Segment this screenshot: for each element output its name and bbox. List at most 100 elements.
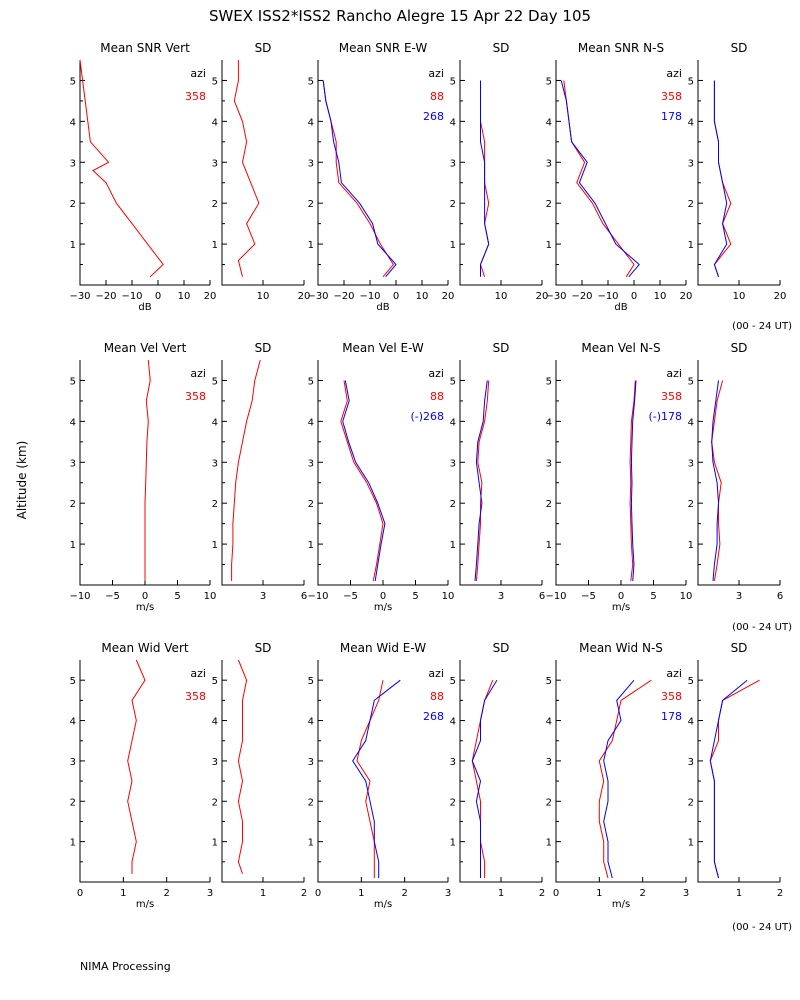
y-tick-label: 1 [70,838,76,849]
x-tick-label: −20 [333,291,354,302]
x-tick-label: 6 [539,591,545,602]
panel-axes [221,360,304,586]
y-tick-label: 1 [688,540,694,551]
y-tick-label: 5 [70,676,76,687]
panel-title: Mean Wid Vert [101,641,188,655]
y-tick-label: 3 [308,158,314,169]
azi-entry-358: 358 [661,390,682,403]
y-tick-label: 5 [450,76,456,87]
panel-title: Mean Wid E-W [340,641,426,655]
y-tick-label: 3 [546,158,552,169]
x-tick-label: 0 [380,591,386,602]
series-line-red [79,59,164,278]
azi-entry-358: 358 [185,390,206,403]
y-tick-label: 2 [308,199,314,210]
y-tick-label: 5 [450,376,456,387]
panel-axes [459,660,542,883]
panel-title: Mean SNR E-W [339,41,428,55]
y-tick-label: 2 [688,797,694,808]
y-tick-label: 3 [308,458,314,469]
panel-title: SD [731,41,748,55]
y-tick-label: 3 [546,458,552,469]
x-axis-label: m/s [136,899,154,910]
series-line-red [340,380,384,581]
panel-7: SD 1 2 3 4 5 3 6 [212,341,308,602]
azi-entry-358: 358 [661,90,682,103]
x-tick-label: 0 [553,888,559,899]
y-tick-label: 2 [546,797,552,808]
y-tick-label: 4 [450,117,456,128]
y-tick-label: 1 [450,240,456,251]
panel-10: Mean Vel N-S 1 2 3 4 5 −10 −5 0 5 10 m/s azi 358 (-)17… [545,341,692,613]
y-tick-label: 1 [546,838,552,849]
series-line-red [713,80,732,277]
series-line-red [598,679,652,879]
y-tick-label: 4 [212,717,218,728]
x-tick-label: −20 [571,291,592,302]
azi-entry-88: 88 [430,90,444,103]
x-tick-label: −30 [307,291,328,302]
y-tick-label: 1 [308,838,314,849]
x-tick-label: −30 [545,291,566,302]
panel-title: SD [255,341,272,355]
y-tick-label: 4 [450,417,456,428]
y-tick-label: 3 [70,458,76,469]
panel-axes [221,60,304,286]
time-range-note: (00 - 24 UT) [732,321,792,332]
panel-17: SD 1 2 3 4 5 1 2 (00 - 24 UT) [688,641,792,933]
x-tick-label: −5 [581,591,596,602]
panel-0: Mean SNR Vert 1 2 3 4 5 −30 −20 −10 0 10 20 dB azi 358 [69,41,216,313]
series-line-red [322,80,395,278]
panel-axes [221,660,304,883]
y-tick-label: 4 [450,717,456,728]
y-tick-label: 4 [688,117,694,128]
x-tick-label: −10 [307,591,328,602]
x-tick-label: 10 [654,291,667,302]
y-tick-label: 2 [70,199,76,210]
y-tick-label: 5 [212,76,218,87]
x-tick-label: −30 [69,291,90,302]
x-axis-label: m/s [136,602,154,613]
x-tick-label: 0 [618,591,624,602]
y-tick-label: 5 [688,76,694,87]
x-tick-label: −10 [597,291,618,302]
y-tick-label: 5 [308,76,314,87]
y-tick-label: 2 [450,797,456,808]
series-line-red [563,80,635,278]
y-tick-label: 3 [212,158,218,169]
x-tick-label: 3 [207,888,213,899]
x-tick-label: 20 [536,291,549,302]
azi-label: azi [190,367,206,380]
y-tick-label: 5 [546,376,552,387]
x-tick-label: 6 [777,591,783,602]
x-tick-label: 3 [498,591,504,602]
time-range-note: (00 - 24 UT) [732,922,792,933]
y-tick-label: 1 [212,838,218,849]
series-line-red [144,359,151,581]
y-tick-label: 4 [546,117,552,128]
x-tick-label: 20 [204,291,217,302]
panel-axes [697,660,780,883]
y-tick-label: 5 [546,76,552,87]
x-tick-label: 0 [315,888,321,899]
panel-14: Mean Wid E-W 1 2 3 4 5 0 1 2 3 m/s azi 88 268 [308,641,452,910]
x-tick-label: 2 [539,888,545,899]
x-tick-label: 3 [445,888,451,899]
panel-title: SD [255,641,272,655]
series-line-blue [709,679,748,879]
x-tick-label: 10 [204,591,217,602]
x-tick-label: 2 [639,888,645,899]
azi-label: azi [428,667,444,680]
series-line-blue [480,80,490,277]
series-line-red [709,679,760,879]
panel-title: Mean SNR Vert [100,41,190,55]
y-tick-label: 4 [688,717,694,728]
azi-label: azi [190,67,206,80]
y-tick-label: 2 [546,499,552,510]
y-tick-label: 4 [308,417,314,428]
y-tick-label: 1 [688,838,694,849]
panel-1: SD 1 2 3 4 5 10 20 [212,41,311,302]
y-tick-label: 5 [70,376,76,387]
x-tick-label: 5 [412,591,418,602]
series-line-red [127,659,146,874]
